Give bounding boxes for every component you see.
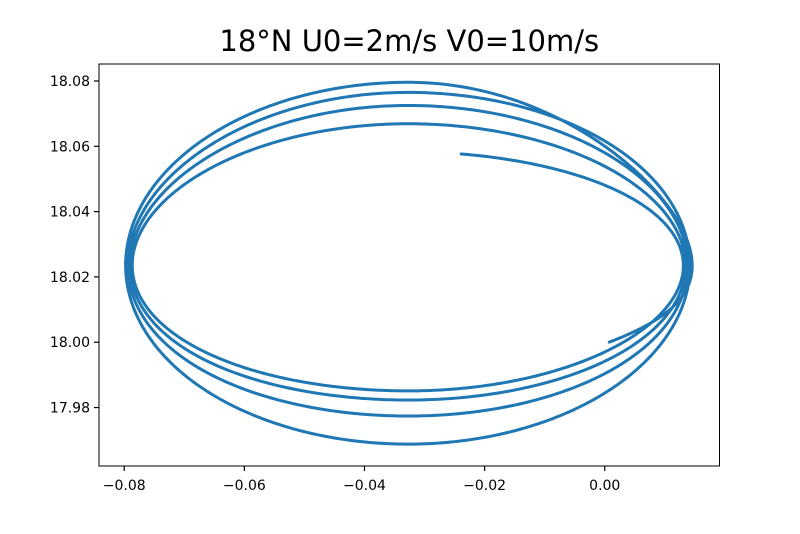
y-tick-label: 18.08	[50, 74, 90, 90]
x-tick-label: −0.02	[463, 478, 506, 494]
axes-frame	[98, 63, 720, 467]
chart-title: 18°N U0=2m/s V0=10m/s	[219, 24, 599, 58]
y-axis-ticks: 17.98 18.00 18.02 18.04 18.06 18.08	[50, 74, 99, 417]
trajectory-line	[124, 80, 694, 446]
trajectory-group	[124, 80, 694, 446]
y-tick-label: 18.00	[50, 335, 90, 351]
x-tick-label: 0.00	[589, 478, 620, 494]
x-tick-label: −0.04	[343, 478, 386, 494]
y-tick-label: 18.04	[50, 205, 90, 221]
x-tick-label: −0.08	[103, 478, 146, 494]
x-tick-label: −0.06	[223, 478, 266, 494]
x-axis-ticks: −0.08 −0.06 −0.04 −0.02 0.00	[103, 466, 620, 494]
y-tick-label: 18.06	[50, 139, 90, 155]
y-tick-label: 18.02	[50, 270, 90, 286]
y-tick-label: 17.98	[50, 401, 90, 417]
